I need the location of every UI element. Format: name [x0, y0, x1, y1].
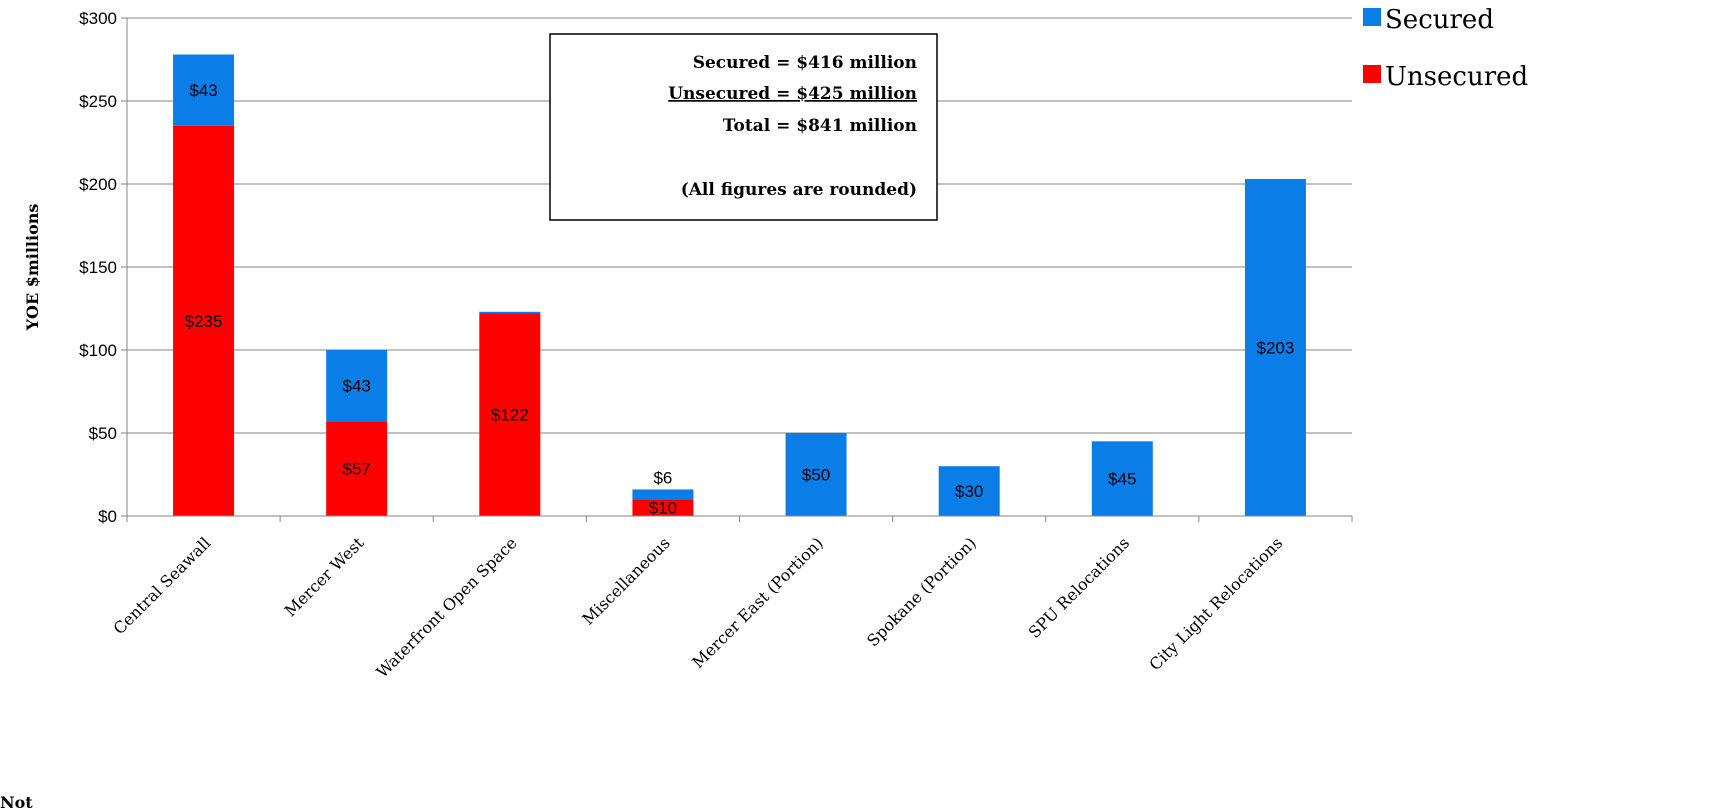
x-tick-label-city-light-relocations: City Light Relocations	[1145, 533, 1286, 674]
summary-unsecured: Unsecured = $425 million	[668, 84, 917, 104]
x-tick-label-miscellaneous: Miscellaneous	[578, 533, 673, 628]
data-label-secured-central-seawall: $43	[189, 81, 217, 100]
bar-unsecured-central-seawall	[173, 125, 235, 517]
data-label-secured-mercer-east-portion: $50	[802, 466, 830, 485]
y-tick-label: $100	[79, 341, 117, 360]
y-tick-labels: $0 $50 $100 $150 $200 $250 $300	[79, 9, 117, 526]
data-label-secured-mercer-west: $43	[343, 377, 371, 396]
x-tick-label-mercer-east-portion: Mercer East (Portion)	[688, 533, 827, 672]
data-label-unsecured-central-seawall: $235	[185, 312, 223, 331]
bar-secured-mercer-east-portion	[785, 433, 847, 516]
bar-unsecured-mercer-west	[326, 421, 388, 516]
legend-swatch-unsecured	[1363, 65, 1381, 83]
summary-secured: Secured = $416 million	[693, 53, 917, 73]
notes-label: Not	[0, 793, 33, 812]
y-tick-label: $300	[79, 9, 117, 28]
x-tick-labels: Central Seawall Mercer West Waterfront Ope…	[110, 533, 1287, 682]
bar-secured-spokane-portion	[938, 466, 1000, 516]
y-tick-label: $150	[79, 258, 117, 277]
y-axis-label: YOE $millions	[23, 204, 42, 332]
x-tick-label-mercer-west: Mercer West	[281, 533, 368, 620]
legend-label-unsecured: Unsecured	[1385, 62, 1528, 92]
bar-secured-mercer-west	[326, 350, 388, 422]
data-label-unsecured-waterfront-open-space: $122	[491, 406, 529, 425]
summary-total: Total = $841 million	[723, 116, 917, 136]
bar-secured-city-light-relocations	[1244, 179, 1306, 516]
legend-label-secured: Secured	[1385, 5, 1494, 35]
legend-swatch-secured	[1363, 8, 1381, 26]
bar-secured-spu-relocations	[1091, 441, 1153, 516]
summary-rounding-note: (All figures are rounded)	[681, 180, 917, 200]
y-tick-label: $200	[79, 175, 117, 194]
data-label-unsecured-miscellaneous: $10	[649, 499, 677, 518]
data-label-secured-spokane-portion: $30	[955, 482, 983, 501]
x-tick-label-central-seawall: Central Seawall	[110, 533, 215, 638]
data-label-secured-spu-relocations: $45	[1108, 470, 1136, 489]
bar-secured-miscellaneous	[632, 489, 694, 500]
data-label-unsecured-mercer-west: $57	[343, 460, 371, 479]
bar-unsecured-miscellaneous	[632, 499, 694, 516]
y-tick-label: $250	[79, 92, 117, 111]
summary-box-frame	[549, 33, 938, 221]
summary-box: Secured = $416 million Unsecured = $425 …	[549, 33, 938, 221]
bars	[173, 54, 1306, 517]
axes	[121, 17, 1353, 522]
data-label-secured-city-light-relocations: $203	[1257, 339, 1295, 358]
bar-secured-central-seawall	[173, 54, 235, 126]
bar-unsecured-waterfront-open-space	[479, 313, 541, 516]
data-labels: $235 $43 $57 $43 $122 $10 $6 $50 $30 $45 $203	[185, 81, 1295, 517]
x-tick-label-spokane-portion: Spokane (Portion)	[863, 533, 980, 650]
x-tick-label-spu-relocations: SPU Relocations	[1025, 533, 1134, 642]
bar-secured-waterfront-open-space	[479, 311, 541, 314]
y-tick-label: $0	[98, 507, 117, 526]
data-label-secured-miscellaneous: $6	[653, 468, 672, 487]
legend: Secured Unsecured	[1363, 5, 1528, 92]
y-tick-label: $50	[89, 424, 117, 443]
x-tick-label-waterfront-open-space: Waterfront Open Space	[372, 533, 520, 681]
